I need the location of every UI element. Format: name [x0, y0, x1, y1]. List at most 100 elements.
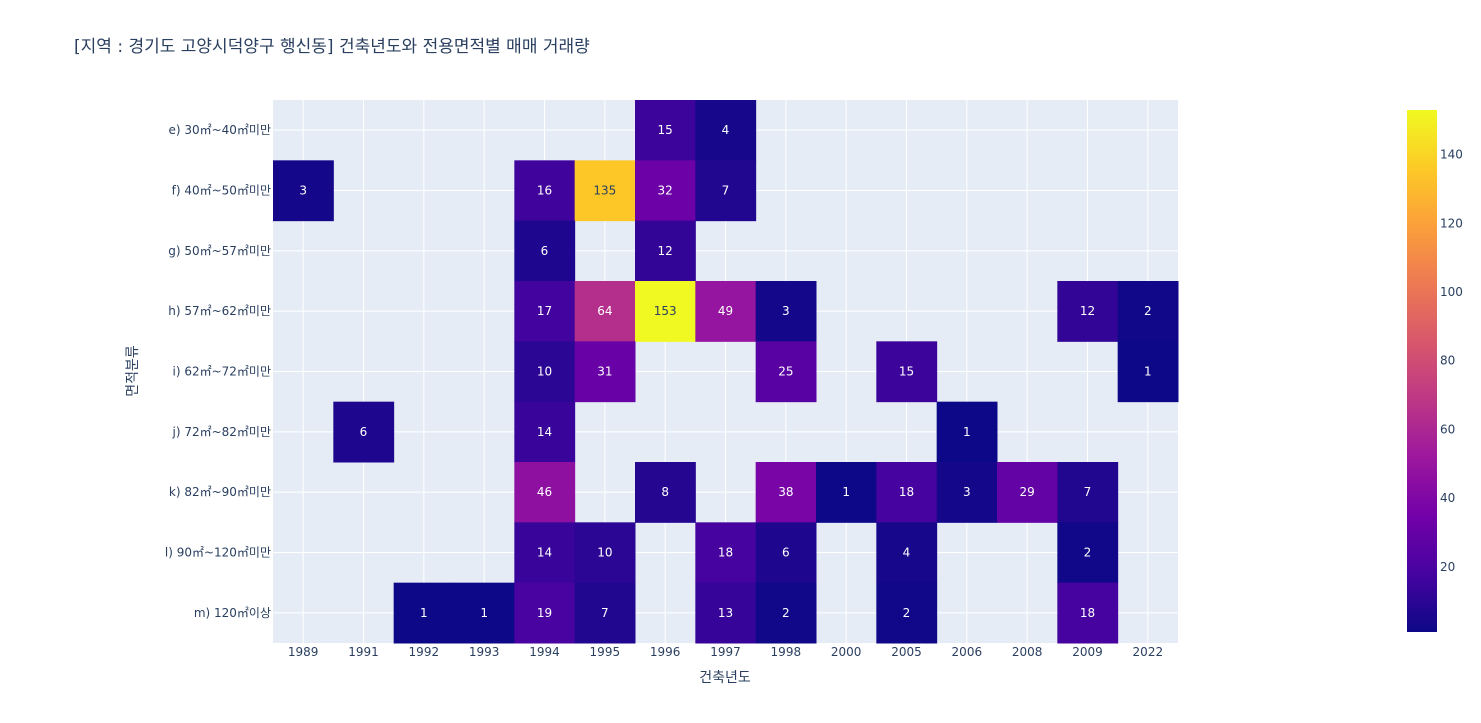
heatmap-cell	[514, 401, 576, 463]
x-tick-label: 1992	[409, 645, 440, 659]
cell-value-label: 3	[782, 304, 790, 318]
cell-value-label: 3	[299, 184, 307, 198]
x-tick-label: 2005	[891, 645, 922, 659]
x-tick-label: 1991	[348, 645, 379, 659]
x-tick-label: 1993	[469, 645, 500, 659]
cell-value-label: 10	[537, 365, 552, 379]
heatmap-cell	[635, 281, 696, 342]
y-tick-label: l) 90㎡~120㎡미만	[165, 546, 271, 560]
heatmap-cell	[514, 160, 576, 222]
x-axis-title: 건축년도	[699, 670, 751, 686]
heatmap-cell	[1057, 522, 1119, 584]
heatmap-cell	[514, 341, 576, 403]
heatmap-cell	[876, 341, 938, 403]
cell-value-label: 153	[654, 304, 677, 318]
heatmap-cell	[876, 582, 938, 644]
heatmap-cell	[755, 341, 817, 403]
x-tick-label: 2008	[1012, 645, 1043, 659]
colorbar-gradient	[1407, 110, 1437, 632]
heatmap-cell	[936, 462, 998, 523]
cell-value-label: 13	[718, 606, 733, 620]
heatmap-cell	[755, 462, 817, 523]
cell-value-label: 18	[1080, 606, 1095, 620]
cell-value-label: 1	[420, 606, 428, 620]
x-tick-label: 2006	[952, 645, 983, 659]
heatmap-cell	[574, 582, 636, 644]
colorbar-ticks: 20 40 60 80 100 120 140	[1440, 148, 1463, 574]
heatmap-cell	[635, 160, 696, 222]
cell-value-label: 1	[963, 425, 971, 439]
x-tick-label: 2009	[1072, 645, 1103, 659]
cell-value-label: 17	[537, 304, 552, 318]
heatmap-cell	[273, 160, 334, 222]
x-tick-labels: 1989 1991 1992 1993 1994 1995 1996 1997 1998 2000…	[288, 645, 1163, 659]
y-tick-label: k) 82㎡~90㎡미만	[169, 485, 271, 499]
heatmap-cell	[574, 341, 636, 403]
colorbar-tick-label: 60	[1440, 422, 1455, 436]
cell-value-label: 8	[661, 485, 669, 499]
cell-value-label: 2	[782, 606, 790, 620]
cell-value-label: 6	[360, 425, 368, 439]
cell-value-label: 15	[658, 123, 673, 137]
x-tick-label: 1989	[288, 645, 319, 659]
heatmap-cell	[635, 462, 696, 523]
x-tick-label: 2000	[831, 645, 862, 659]
heatmap-cell	[574, 522, 636, 584]
cell-value-label: 25	[778, 365, 793, 379]
heatmap-cell	[695, 522, 757, 584]
heatmap-cell	[1057, 582, 1119, 644]
y-tick-label: g) 50㎡~57㎡미만	[168, 244, 271, 258]
heatmap-cell	[816, 462, 877, 523]
cell-value-label: 6	[782, 546, 790, 560]
x-tick-label: 1998	[771, 645, 802, 659]
y-tick-label: m) 120㎡이상	[194, 606, 271, 620]
y-axis-title: 면적분류	[125, 345, 141, 397]
cell-value-label: 12	[658, 244, 673, 258]
heatmap-cell	[574, 160, 636, 222]
heatmap-cell	[695, 281, 757, 342]
y-tick-label: j) 72㎡~82㎡미만	[171, 425, 271, 439]
cell-value-label: 1	[480, 606, 488, 620]
heatmap-cell	[876, 522, 938, 584]
colorbar-tick-label: 80	[1440, 354, 1455, 368]
x-tick-label: 1994	[529, 645, 560, 659]
colorbar-tick-label: 120	[1440, 216, 1463, 230]
heatmap-cell	[514, 462, 576, 523]
heatmap-cell	[755, 522, 817, 584]
cell-value-label: 15	[899, 365, 914, 379]
cell-value-label: 29	[1020, 485, 1035, 499]
heatmap-cell	[936, 401, 998, 463]
heatmap-cell	[333, 401, 395, 463]
colorbar: 20 40 60 80 100 120 140	[1407, 110, 1463, 632]
cell-value-label: 19	[537, 606, 552, 620]
cell-value-label: 38	[778, 485, 793, 499]
y-tick-label: f) 40㎡~50㎡미만	[172, 184, 271, 198]
cell-value-label: 64	[597, 304, 612, 318]
heatmap-cell	[1057, 462, 1119, 523]
y-tick-label: i) 62㎡~72㎡미만	[172, 365, 271, 379]
heatmap-cell	[514, 582, 576, 644]
cell-value-label: 32	[658, 184, 673, 198]
y-tick-labels: e) 30㎡~40㎡미만 f) 40㎡~50㎡미만 g) 50㎡~57㎡미만 h) 5…	[165, 123, 271, 620]
heatmap-cell	[514, 220, 576, 282]
cell-value-label: 1	[1144, 365, 1152, 379]
cell-value-label: 7	[601, 606, 609, 620]
cell-value-label: 46	[537, 485, 552, 499]
x-tick-label: 2022	[1133, 645, 1164, 659]
heatmap-cell	[514, 281, 576, 342]
heatmap-cell	[755, 582, 817, 644]
heatmap-cell	[695, 100, 757, 161]
cell-value-label: 135	[593, 184, 616, 198]
cell-value-label: 4	[722, 123, 730, 137]
heatmap-cell	[695, 160, 757, 222]
x-tick-label: 1997	[710, 645, 741, 659]
heatmap-cell	[514, 522, 576, 584]
colorbar-tick-label: 140	[1440, 148, 1463, 162]
cell-value-label: 1	[842, 485, 850, 499]
cell-value-label: 16	[537, 184, 552, 198]
heatmap-cell	[635, 100, 696, 161]
cell-value-label: 4	[903, 546, 911, 560]
y-tick-label: e) 30㎡~40㎡미만	[168, 123, 271, 137]
heatmap-cell	[695, 582, 757, 644]
